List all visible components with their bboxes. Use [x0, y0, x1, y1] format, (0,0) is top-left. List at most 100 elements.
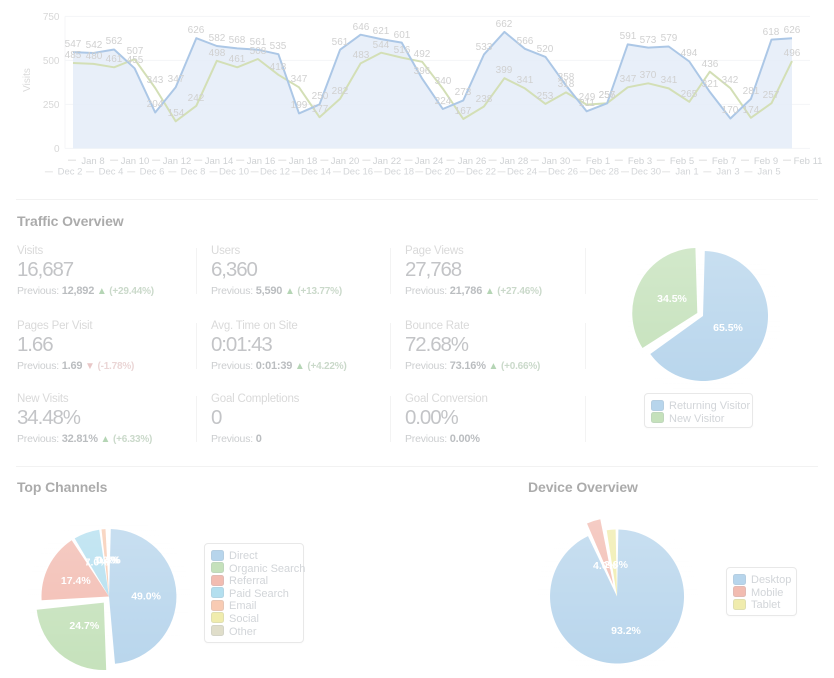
svg-text:Jan 30: Jan 30 [542, 156, 571, 167]
svg-text:Jan 28: Jan 28 [500, 156, 529, 167]
svg-text:618: 618 [763, 27, 780, 38]
svg-text:199: 199 [291, 100, 308, 111]
svg-text:461: 461 [106, 54, 123, 65]
svg-text:Feb 7: Feb 7 [712, 156, 736, 167]
svg-text:17.4%: 17.4% [61, 575, 91, 587]
svg-text:0.4%: 0.4% [96, 554, 121, 566]
svg-text:Dec 12: Dec 12 [260, 167, 290, 178]
svg-text:533: 533 [476, 42, 493, 53]
svg-text:461: 461 [229, 54, 246, 65]
svg-text:601: 601 [394, 30, 411, 41]
svg-text:Jan 3: Jan 3 [716, 167, 739, 178]
svg-text:Dec 24: Dec 24 [507, 167, 537, 178]
svg-text:582: 582 [209, 33, 226, 44]
svg-text:455: 455 [127, 55, 144, 66]
svg-text:Jan 16: Jan 16 [247, 156, 276, 167]
svg-text:Dec 30: Dec 30 [631, 167, 661, 178]
svg-text:Dec 10: Dec 10 [219, 167, 249, 178]
svg-text:358: 358 [558, 72, 575, 83]
svg-text:282: 282 [332, 86, 349, 97]
svg-text:49.0%: 49.0% [131, 590, 161, 602]
svg-text:1.2%: 1.2% [94, 555, 119, 567]
svg-text:2.8%: 2.8% [604, 559, 629, 571]
svg-text:154: 154 [168, 108, 185, 119]
svg-text:Dec 16: Dec 16 [343, 167, 373, 178]
svg-text:520: 520 [537, 44, 554, 55]
svg-text:Dec 14: Dec 14 [301, 167, 331, 178]
svg-text:204: 204 [147, 99, 164, 110]
svg-text:340: 340 [435, 76, 452, 87]
svg-text:170: 170 [722, 105, 739, 116]
svg-text:341: 341 [517, 75, 534, 86]
svg-text:542: 542 [86, 40, 103, 51]
svg-text:Dec 2: Dec 2 [58, 167, 83, 178]
svg-text:566: 566 [517, 36, 534, 47]
svg-text:483: 483 [353, 50, 370, 61]
svg-text:347: 347 [620, 74, 637, 85]
svg-text:573: 573 [640, 35, 657, 46]
svg-text:496: 496 [784, 48, 801, 59]
svg-text:Jan 12: Jan 12 [163, 156, 192, 167]
svg-text:Dec 8: Dec 8 [181, 167, 206, 178]
svg-text:Dec 4: Dec 4 [99, 167, 124, 178]
svg-text:561: 561 [332, 37, 349, 48]
svg-text:507: 507 [127, 46, 144, 57]
svg-text:399: 399 [496, 65, 513, 76]
svg-text:370: 370 [640, 70, 657, 81]
svg-text:508: 508 [250, 46, 267, 57]
svg-text:Jan 18: Jan 18 [289, 156, 318, 167]
svg-text:342: 342 [722, 75, 739, 86]
svg-text:Jan 26: Jan 26 [458, 156, 487, 167]
svg-text:256: 256 [599, 90, 616, 101]
svg-text:177: 177 [312, 104, 329, 115]
svg-text:4.0%: 4.0% [593, 560, 618, 572]
svg-text:Jan 14: Jan 14 [205, 156, 234, 167]
svg-text:0: 0 [54, 144, 60, 155]
svg-text:Feb 5: Feb 5 [670, 156, 694, 167]
svg-text:242: 242 [188, 93, 205, 104]
svg-text:347: 347 [168, 74, 185, 85]
svg-text:579: 579 [661, 33, 678, 44]
svg-text:65.5%: 65.5% [713, 322, 743, 334]
svg-text:224: 224 [435, 96, 452, 107]
svg-text:Feb 9: Feb 9 [754, 156, 778, 167]
svg-text:561: 561 [250, 37, 267, 48]
svg-text:562: 562 [106, 36, 123, 47]
svg-text:535: 535 [270, 41, 287, 52]
svg-text:257: 257 [763, 90, 780, 101]
svg-text:480: 480 [86, 51, 103, 62]
svg-text:626: 626 [784, 25, 801, 36]
svg-text:249: 249 [579, 92, 596, 103]
svg-text:547: 547 [65, 39, 82, 50]
svg-text:Jan 20: Jan 20 [331, 156, 360, 167]
svg-text:93.2%: 93.2% [611, 625, 641, 637]
svg-text:500: 500 [43, 56, 60, 67]
svg-text:321: 321 [702, 79, 719, 90]
svg-text:Feb 1: Feb 1 [586, 156, 610, 167]
svg-text:318: 318 [558, 79, 575, 90]
svg-text:343: 343 [147, 75, 164, 86]
svg-text:Jan 10: Jan 10 [121, 156, 150, 167]
svg-text:396: 396 [414, 66, 431, 77]
svg-text:Jan 1: Jan 1 [675, 167, 698, 178]
svg-text:250: 250 [43, 100, 60, 111]
svg-text:494: 494 [681, 48, 698, 59]
svg-text:750: 750 [43, 12, 60, 23]
svg-text:24.7%: 24.7% [69, 620, 99, 632]
svg-text:257: 257 [599, 90, 616, 101]
svg-text:347: 347 [291, 74, 308, 85]
svg-text:492: 492 [414, 49, 431, 60]
svg-text:Dec 26: Dec 26 [548, 167, 578, 178]
svg-text:Dec 28: Dec 28 [589, 167, 619, 178]
svg-text:626: 626 [188, 25, 205, 36]
svg-text:341: 341 [661, 75, 678, 86]
svg-text:238: 238 [476, 94, 493, 105]
svg-text:253: 253 [537, 91, 554, 102]
svg-text:Dec 20: Dec 20 [425, 167, 455, 178]
svg-text:167: 167 [455, 106, 472, 117]
svg-text:273: 273 [455, 87, 472, 98]
svg-text:418: 418 [270, 62, 287, 73]
svg-text:646: 646 [353, 22, 370, 33]
svg-text:Jan 8: Jan 8 [81, 156, 104, 167]
svg-text:Jan 22: Jan 22 [373, 156, 402, 167]
